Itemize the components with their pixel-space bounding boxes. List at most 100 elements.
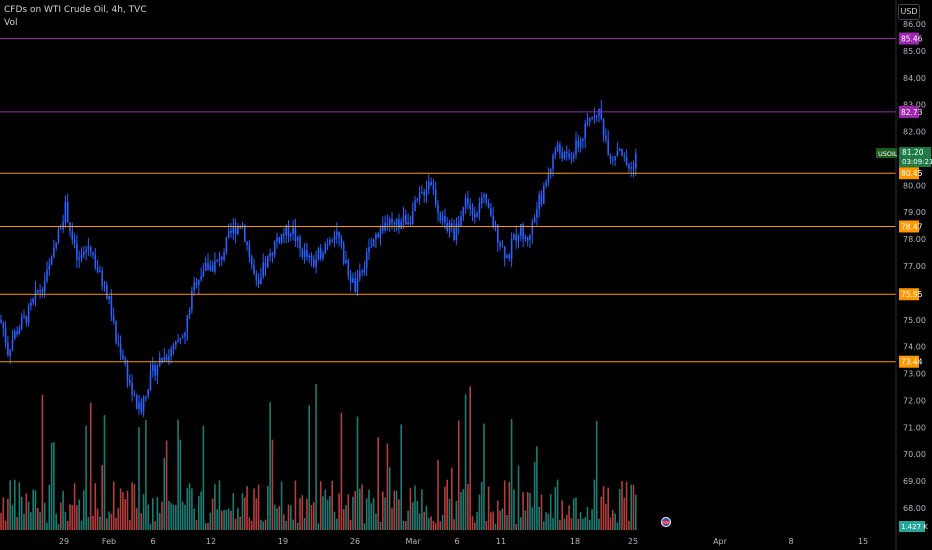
- candle-body: [161, 357, 163, 362]
- volume-bar: [487, 486, 490, 530]
- candle-body: [531, 222, 534, 235]
- candle-body: [214, 261, 216, 272]
- candle-body: [250, 256, 253, 265]
- volume-bar: [135, 508, 138, 530]
- candle-body: [379, 225, 382, 238]
- volume-bar: [598, 518, 600, 530]
- volume-bar: [609, 517, 612, 530]
- volume-bar: [175, 505, 177, 530]
- volume-bar: [319, 481, 322, 530]
- currency-button[interactable]: USD: [898, 4, 920, 20]
- price-axis[interactable]: 68.00 69.00 70.00 71.00 72.00 73.00 74.00 75.00…: [903, 20, 926, 513]
- volume-bar: [30, 512, 32, 530]
- volume-bar: [591, 509, 593, 530]
- candle-body: [492, 215, 494, 228]
- volume-bar: [524, 510, 527, 530]
- volume-bar: [126, 490, 129, 530]
- volume-bar: [566, 514, 568, 530]
- candle-body: [129, 379, 131, 384]
- volume-bar: [430, 516, 432, 530]
- volume-bar: [400, 424, 402, 530]
- candle-body: [163, 356, 166, 362]
- candle-body: [372, 239, 375, 247]
- volume-bar: [313, 502, 315, 530]
- candle-body: [106, 285, 108, 300]
- volume-bar: [142, 494, 145, 530]
- volume-bar: [50, 442, 53, 530]
- candle-body: [94, 255, 97, 268]
- candle-body: [135, 395, 138, 410]
- candle-body: [308, 255, 310, 257]
- volume-bar: [582, 518, 584, 530]
- volume-bar: [543, 521, 545, 530]
- candle-body: [177, 340, 179, 342]
- candle-body: [483, 194, 485, 198]
- candle-body: [602, 119, 605, 136]
- candle-body: [595, 115, 598, 117]
- volume-bar: [501, 508, 504, 530]
- volume-bar: [273, 504, 276, 530]
- candle-body: [175, 341, 177, 346]
- candle-body: [480, 197, 483, 204]
- candle-body: [559, 144, 561, 153]
- candle-body: [338, 231, 340, 239]
- volume-indicator-label[interactable]: Vol: [4, 18, 18, 28]
- candle-body: [57, 228, 60, 243]
- candle-body: [133, 394, 136, 396]
- volume-bar: [356, 416, 359, 530]
- volume-bar: [370, 503, 373, 530]
- price-tick-label: 68.00: [903, 504, 926, 513]
- candle-body: [66, 202, 69, 223]
- volume-bar: [248, 517, 251, 530]
- volume-bar: [379, 521, 382, 530]
- candle-body: [359, 271, 361, 279]
- horizontal-levels[interactable]: [0, 38, 896, 363]
- candle-body: [202, 271, 205, 277]
- volume-bar: [276, 508, 278, 530]
- candle-body: [411, 211, 414, 225]
- candle-body: [393, 223, 396, 225]
- time-axis[interactable]: 29 Feb 6 12 19 26 Mar 6 11 18 25 Apr 8 15: [59, 537, 868, 546]
- candle-body: [331, 240, 333, 242]
- candle-body: [186, 315, 189, 333]
- candle-body: [248, 245, 251, 257]
- event-flag-icon[interactable]: [661, 517, 671, 527]
- volume-bar: [520, 517, 522, 530]
- candle-body: [234, 225, 237, 235]
- level-price-tag: [899, 288, 919, 301]
- volume-bar: [616, 522, 619, 530]
- candle-body: [490, 208, 492, 216]
- candle-body: [575, 140, 577, 155]
- volume-bar: [529, 493, 531, 530]
- volume-bar: [181, 501, 184, 530]
- volume-bar: [89, 402, 92, 530]
- volume-bar: [99, 516, 101, 530]
- volume-bar: [4, 520, 7, 530]
- candle-body: [154, 364, 156, 376]
- candle-body: [439, 212, 442, 221]
- candle-body: [55, 242, 57, 248]
- volume-bar: [536, 446, 538, 530]
- candle-body: [501, 246, 504, 248]
- volume-bar: [158, 512, 161, 530]
- candle-body: [313, 258, 315, 267]
- volume-bar: [630, 484, 632, 530]
- candle-body: [623, 155, 626, 158]
- candle-body: [253, 264, 255, 274]
- candle-body: [591, 117, 593, 119]
- candle-body: [497, 224, 499, 243]
- candle-body: [2, 322, 5, 329]
- volume-bar: [200, 491, 202, 530]
- symbol-title[interactable]: CFDs on WTI Crude Oil, 4h, TVC: [4, 5, 147, 15]
- candle-body: [207, 262, 209, 271]
- candle-body: [524, 237, 527, 239]
- volume-bar: [499, 510, 501, 530]
- volume-bars: [0, 383, 637, 530]
- volume-bar: [0, 513, 2, 530]
- volume-bar: [628, 520, 630, 530]
- volume-bar: [285, 520, 287, 530]
- candle-body: [333, 235, 336, 241]
- candle-body: [181, 336, 184, 339]
- volume-bar: [301, 495, 304, 530]
